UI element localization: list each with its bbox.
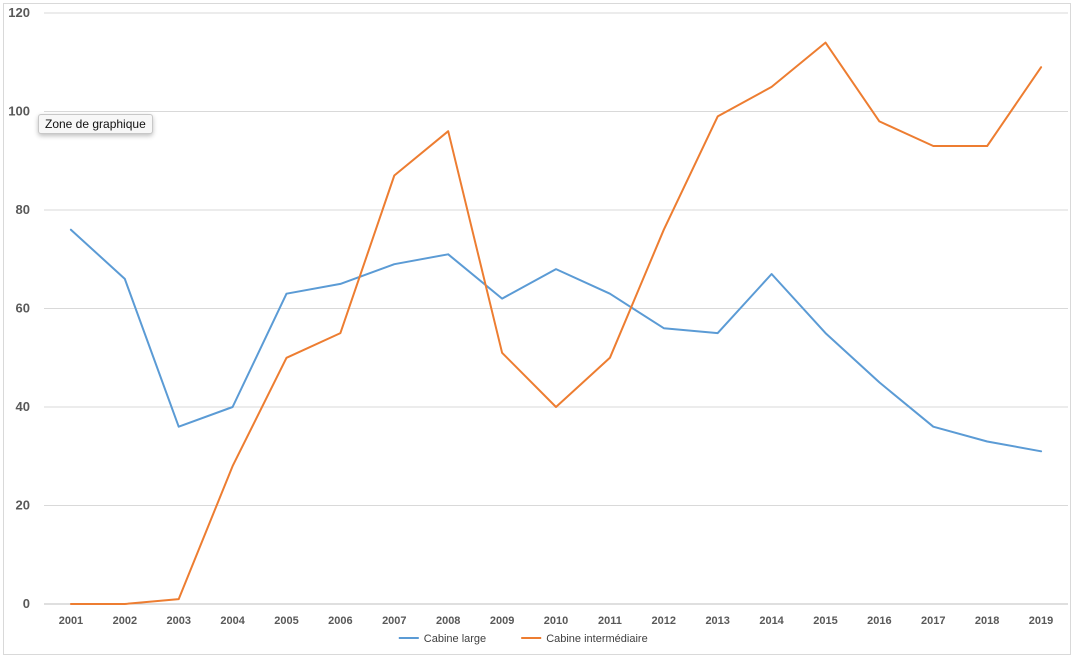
y-tick-label: 80 [16, 202, 30, 217]
x-tick-label: 2017 [921, 615, 945, 627]
series-line-1 [69, 228, 1043, 453]
x-tick-label: 2011 [598, 615, 622, 627]
x-tick-label: 2004 [220, 615, 245, 627]
x-tick-label: 2002 [113, 615, 137, 627]
y-tick-label: 60 [16, 301, 30, 316]
legend-label-1: Cabine large [424, 633, 486, 645]
series-line-2 [69, 41, 1043, 605]
x-tick-label: 2018 [975, 615, 999, 627]
x-tick-label: 2015 [813, 615, 837, 627]
y-tick-label: 100 [8, 104, 30, 119]
x-tick-label: 2012 [652, 615, 676, 627]
x-tick-label: 2019 [1029, 615, 1053, 627]
x-tick-label: 2003 [166, 615, 190, 627]
y-tick-label: 0 [23, 596, 30, 611]
chart-area-tooltip: Zone de graphique [38, 114, 153, 134]
x-tick-label: 2016 [867, 615, 891, 627]
legend-label-2: Cabine intermédiaire [546, 633, 648, 645]
y-tick-label: 40 [16, 399, 30, 414]
x-tick-label: 2014 [759, 615, 784, 627]
x-tick-label: 2008 [436, 615, 460, 627]
y-tick-label: 120 [8, 5, 30, 20]
x-tick-label: 2006 [328, 615, 352, 627]
y-tick-label: 20 [16, 498, 30, 513]
x-tick-label: 2009 [490, 615, 514, 627]
x-tick-label: 2001 [59, 615, 83, 627]
x-tick-label: 2007 [382, 615, 406, 627]
x-tick-label: 2010 [544, 615, 568, 627]
x-tick-label: 2005 [274, 615, 298, 627]
x-tick-label: 2013 [705, 615, 729, 627]
